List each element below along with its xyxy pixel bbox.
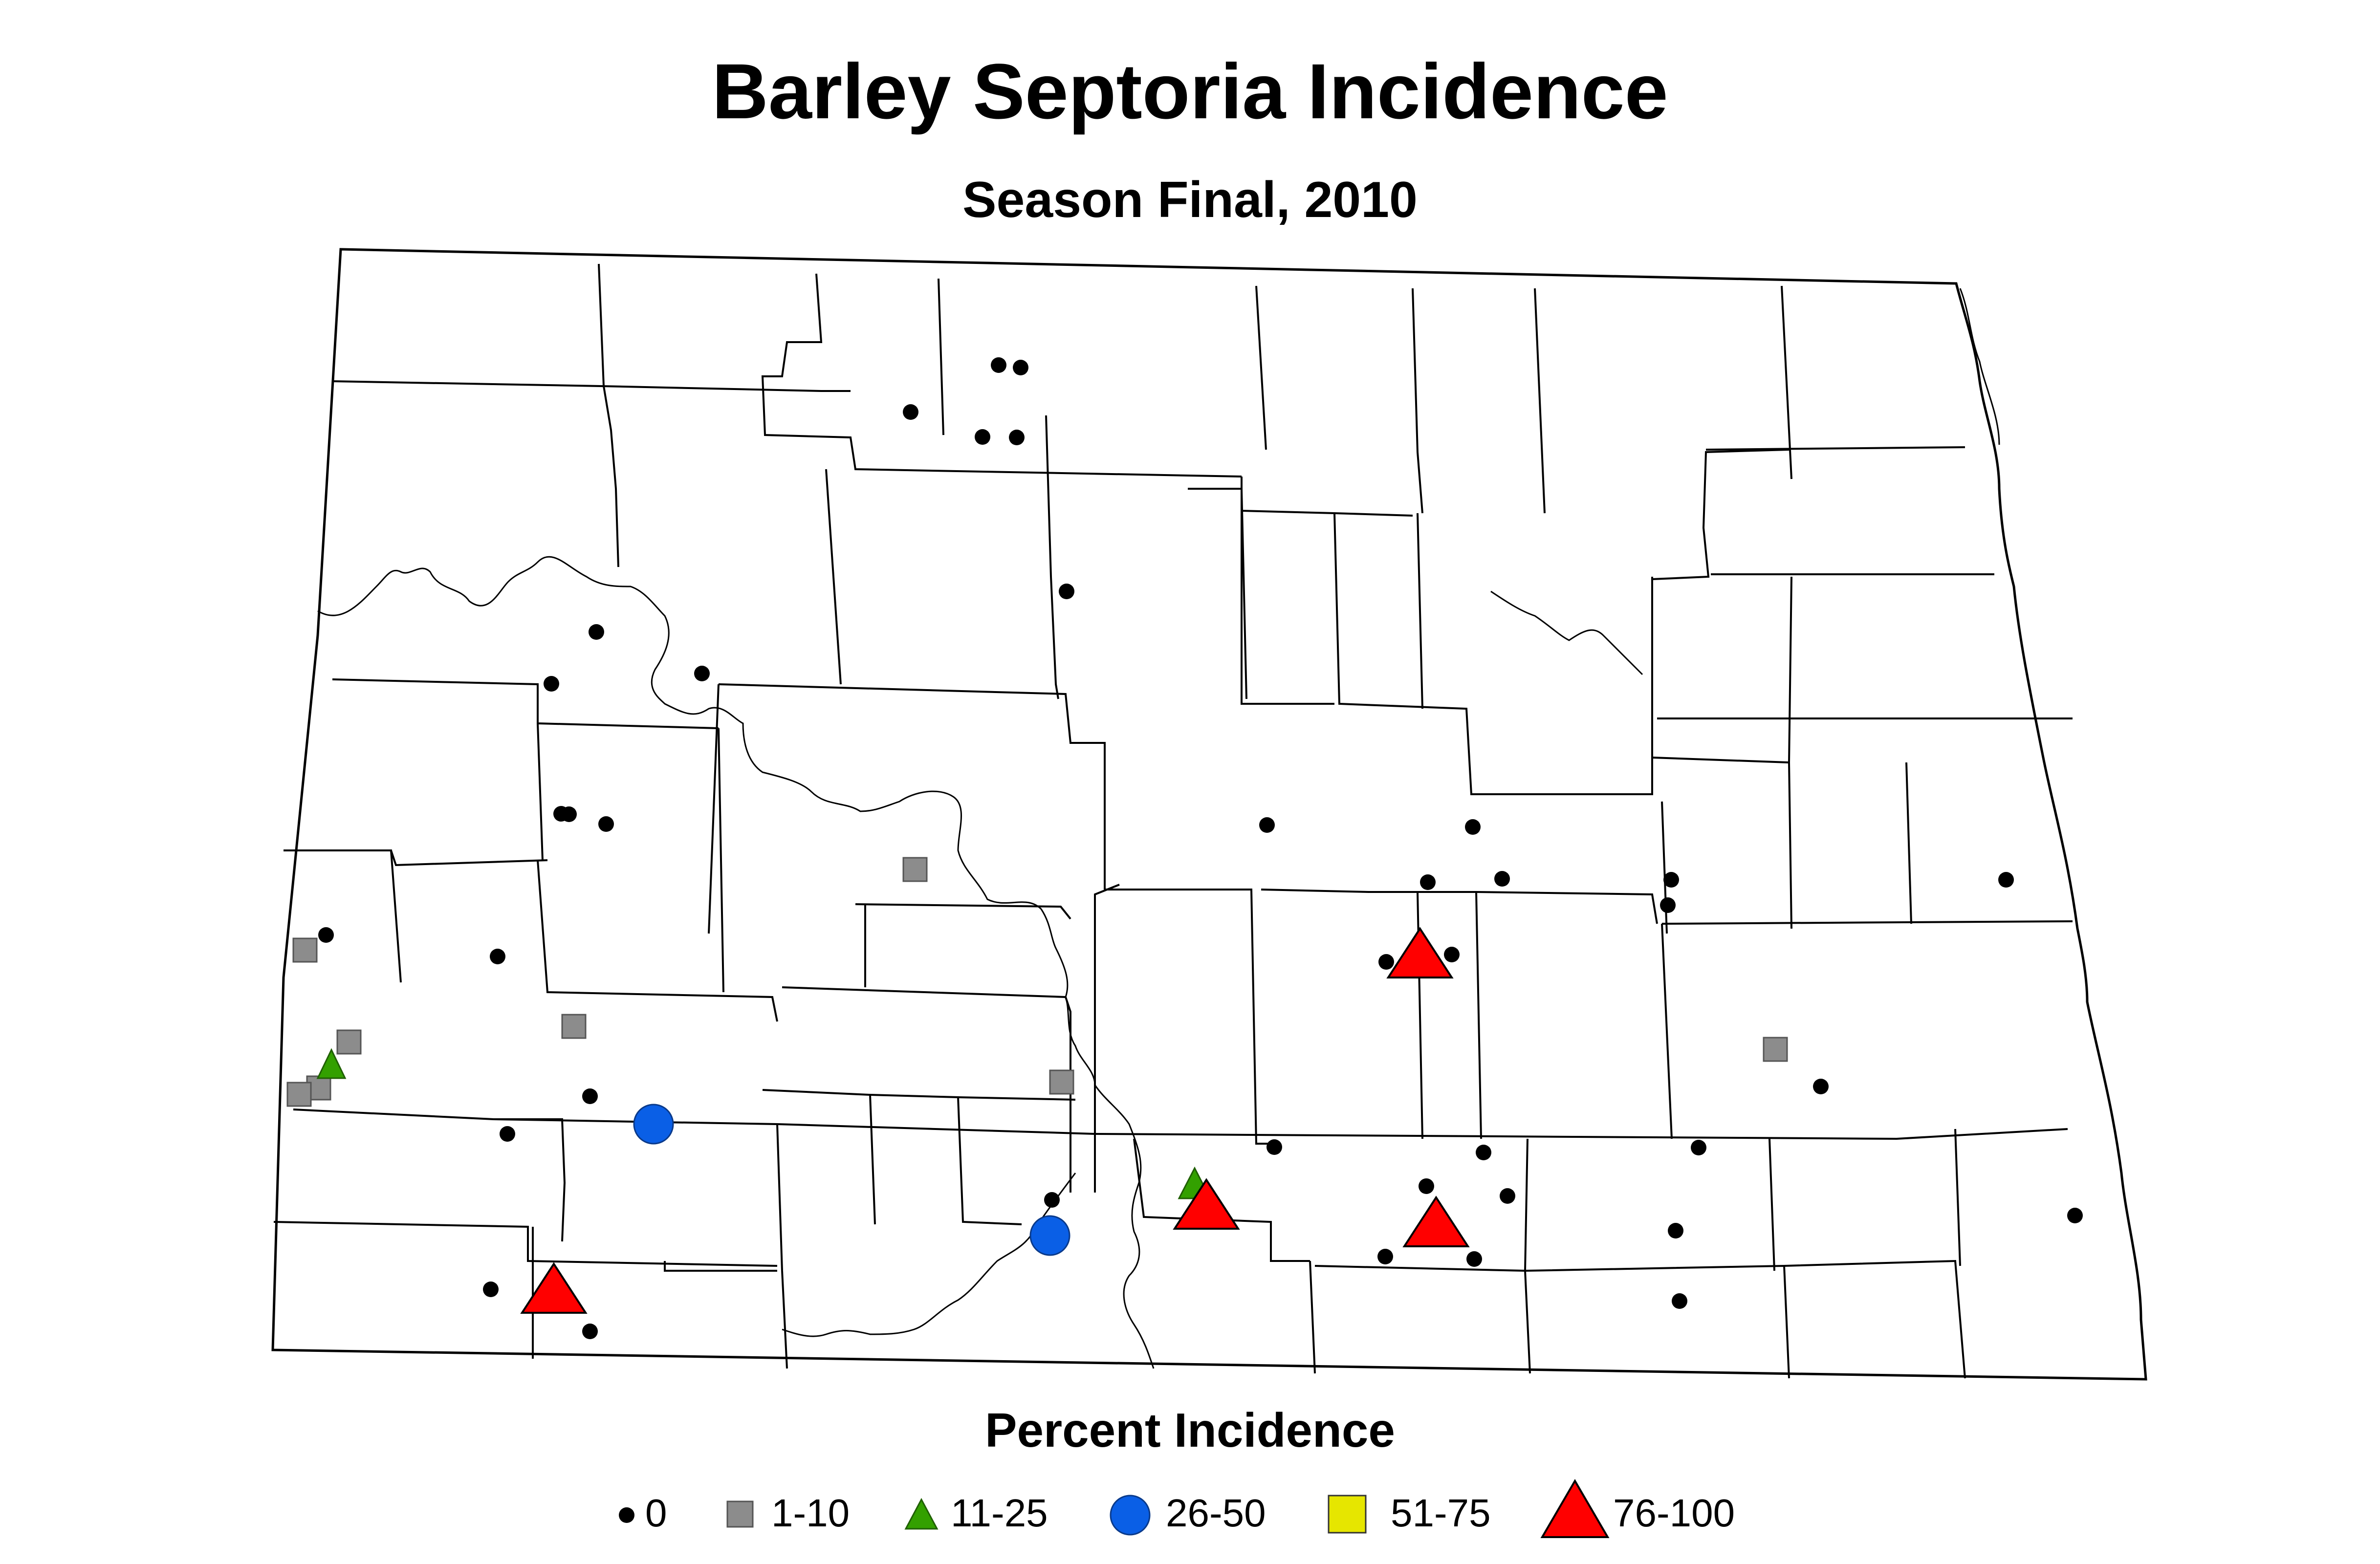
site-marker-0[interactable] bbox=[1476, 1145, 1491, 1160]
legend-label-26-50: 26-50 bbox=[1166, 1491, 1266, 1535]
site-marker-0[interactable] bbox=[1377, 1249, 1393, 1264]
site-marker-0[interactable] bbox=[490, 949, 505, 964]
map-title: Barley Septoria Incidence bbox=[712, 47, 1668, 135]
site-marker-0[interactable] bbox=[1466, 1251, 1482, 1267]
site-marker-0[interactable] bbox=[1009, 430, 1025, 445]
legend-label-11-25: 11-25 bbox=[951, 1491, 1048, 1535]
map-subtitle: Season Final, 2010 bbox=[962, 172, 1418, 228]
site-marker-0[interactable] bbox=[1465, 819, 1481, 835]
markers-0-percent bbox=[318, 357, 2083, 1339]
site-marker-0[interactable] bbox=[318, 927, 334, 943]
site-marker-0[interactable] bbox=[561, 806, 577, 822]
site-marker-1-10[interactable] bbox=[902, 857, 928, 882]
site-marker-0[interactable] bbox=[1668, 1223, 1683, 1238]
site-marker-0[interactable] bbox=[1998, 872, 2014, 888]
site-marker-0[interactable] bbox=[1660, 897, 1676, 913]
site-marker-1-10[interactable] bbox=[1763, 1037, 1788, 1062]
markers-26-50-percent bbox=[633, 1104, 1070, 1256]
legend-label-51-75: 51-75 bbox=[1391, 1491, 1491, 1535]
site-marker-0[interactable] bbox=[483, 1282, 499, 1297]
site-marker-26-50[interactable] bbox=[633, 1104, 674, 1145]
site-marker-0[interactable] bbox=[544, 676, 559, 692]
site-marker-0[interactable] bbox=[1691, 1140, 1706, 1155]
site-marker-0[interactable] bbox=[1266, 1139, 1282, 1155]
site-marker-0[interactable] bbox=[1259, 817, 1275, 833]
site-marker-0[interactable] bbox=[1044, 1192, 1060, 1208]
site-marker-26-50[interactable] bbox=[1029, 1215, 1070, 1256]
site-marker-0[interactable] bbox=[598, 816, 614, 832]
site-marker-0[interactable] bbox=[975, 429, 990, 445]
legend-symbol-51-75 bbox=[1328, 1495, 1367, 1534]
legend-symbol-11-25 bbox=[904, 1498, 939, 1530]
site-marker-0[interactable] bbox=[1420, 874, 1436, 890]
site-marker-0[interactable] bbox=[1059, 584, 1074, 599]
site-marker-0[interactable] bbox=[582, 1088, 598, 1104]
site-marker-76-100[interactable] bbox=[1386, 927, 1454, 978]
legend-symbol-76-100 bbox=[1540, 1479, 1610, 1538]
legend-label-0: 0 bbox=[645, 1491, 667, 1535]
site-marker-0[interactable] bbox=[1813, 1079, 1829, 1094]
site-marker-0[interactable] bbox=[582, 1324, 598, 1339]
site-marker-1-10[interactable] bbox=[336, 1029, 362, 1055]
site-marker-1-10[interactable] bbox=[1049, 1069, 1074, 1095]
site-marker-11-25[interactable] bbox=[316, 1048, 347, 1079]
site-marker-0[interactable] bbox=[500, 1126, 515, 1142]
site-marker-76-100[interactable] bbox=[520, 1262, 588, 1314]
site-marker-1-10[interactable] bbox=[286, 1082, 312, 1107]
legend-symbol-1-10 bbox=[726, 1500, 754, 1528]
site-marker-0[interactable] bbox=[1013, 360, 1028, 375]
site-marker-0[interactable] bbox=[694, 666, 710, 681]
legend-label-76-100: 76-100 bbox=[1613, 1491, 1735, 1535]
site-marker-0[interactable] bbox=[1419, 1178, 1434, 1194]
site-marker-76-100[interactable] bbox=[1402, 1195, 1470, 1247]
markers-1-10-percent bbox=[286, 857, 1788, 1107]
site-marker-0[interactable] bbox=[1494, 871, 1510, 887]
site-marker-0[interactable] bbox=[1663, 872, 1679, 888]
site-marker-0[interactable] bbox=[1500, 1188, 1515, 1204]
site-marker-1-10[interactable] bbox=[292, 937, 318, 963]
site-marker-0[interactable] bbox=[2067, 1208, 2083, 1223]
site-marker-0[interactable] bbox=[1444, 947, 1460, 962]
legend-symbol-0 bbox=[619, 1507, 634, 1523]
state-outline bbox=[271, 248, 2147, 1381]
legend-title: Percent Incidence bbox=[985, 1403, 1395, 1457]
markers-76-100-percent bbox=[520, 927, 1470, 1314]
county-boundaries bbox=[273, 263, 2073, 1379]
site-marker-0[interactable] bbox=[1672, 1293, 1687, 1309]
legend-label-1-10: 1-10 bbox=[771, 1491, 850, 1535]
site-marker-0[interactable] bbox=[589, 624, 604, 640]
site-marker-0[interactable] bbox=[991, 357, 1006, 373]
site-marker-0[interactable] bbox=[903, 404, 918, 420]
site-marker-1-10[interactable] bbox=[561, 1014, 587, 1039]
site-marker-76-100[interactable] bbox=[1173, 1178, 1240, 1230]
legend-symbol-26-50 bbox=[1110, 1495, 1151, 1536]
site-marker-0[interactable] bbox=[1378, 954, 1394, 970]
